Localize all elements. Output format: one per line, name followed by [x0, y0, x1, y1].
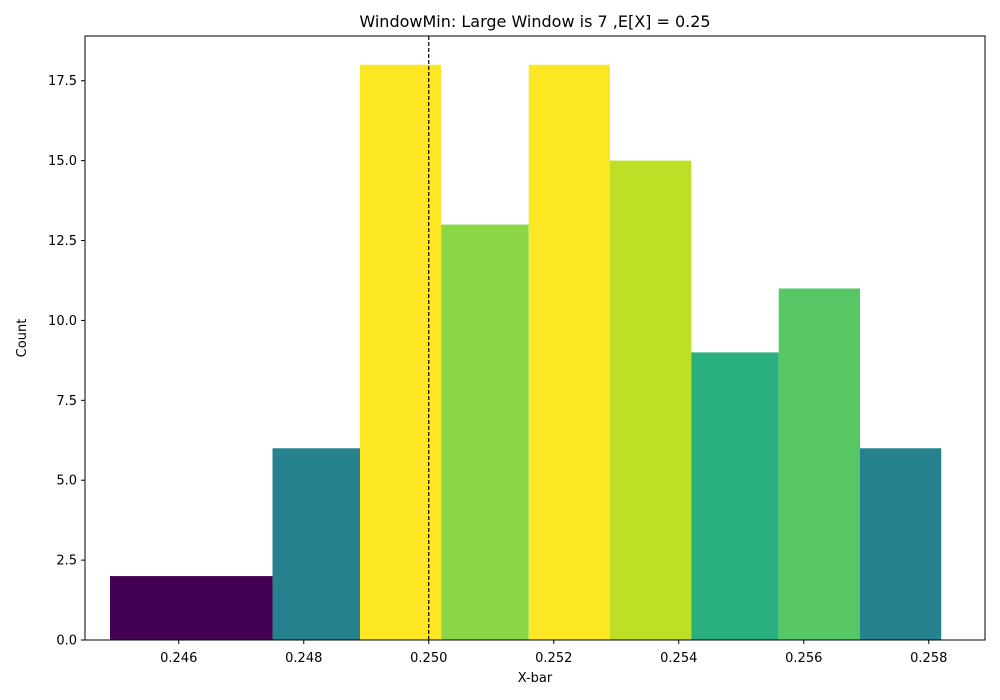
x-tick-label: 0.252 — [535, 651, 572, 666]
chart-title: WindowMin: Large Window is 7 ,E[X] = 0.2… — [359, 12, 710, 31]
histogram-bar-8 — [778, 288, 860, 640]
histogram-bar-4 — [441, 224, 529, 640]
x-tick-label: 0.250 — [410, 651, 447, 666]
y-tick-label: 10.0 — [48, 314, 77, 329]
x-tick-label: 0.246 — [160, 651, 197, 666]
x-tick-label: 0.256 — [785, 651, 822, 666]
bars-group — [110, 64, 942, 640]
x-axis-ticks: 0.246 0.248 0.250 0.252 0.254 0.256 0.258 — [160, 640, 947, 666]
y-tick-label: 0.0 — [56, 634, 77, 649]
histogram-bar-2 — [272, 448, 360, 640]
y-tick-label: 15.0 — [48, 154, 77, 169]
histogram-bar-5 — [528, 64, 610, 640]
histogram-bar-1 — [110, 576, 273, 640]
x-tick-label: 0.254 — [660, 651, 697, 666]
x-axis-title: X-bar — [518, 671, 553, 686]
x-tick-label: 0.258 — [910, 651, 947, 666]
y-axis-ticks: 0.0 2.5 5.0 7.5 10.0 12.5 15.0 17.5 — [48, 74, 85, 649]
plot-frame — [84, 35, 986, 641]
histogram-bar-7 — [691, 352, 779, 640]
histogram-bar-3 — [360, 64, 442, 640]
histogram-bar-9 — [860, 448, 942, 640]
y-tick-label: 7.5 — [56, 394, 77, 409]
y-tick-label: 5.0 — [56, 474, 77, 489]
y-axis-title: Count — [15, 319, 30, 358]
histogram-bar-6 — [610, 160, 692, 640]
x-tick-label: 0.248 — [285, 651, 322, 666]
y-tick-label: 12.5 — [48, 234, 77, 249]
y-tick-label: 2.5 — [56, 554, 77, 569]
y-tick-label: 17.5 — [48, 74, 77, 89]
